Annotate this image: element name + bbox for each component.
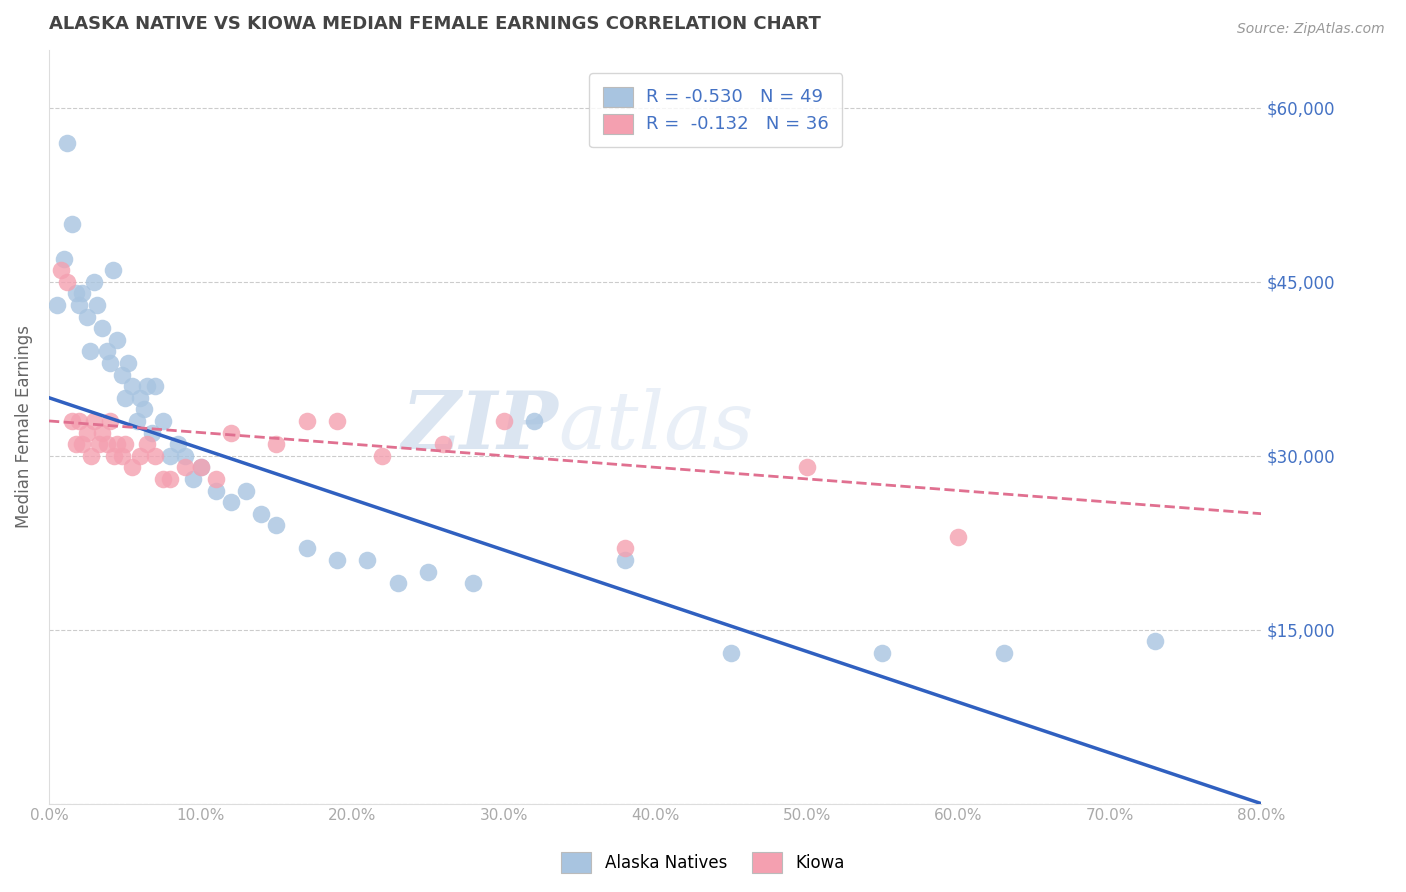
Point	[121, 379, 143, 393]
Point	[174, 460, 197, 475]
Point	[98, 356, 121, 370]
Point	[250, 507, 273, 521]
Point	[67, 298, 90, 312]
Point	[295, 541, 318, 556]
Point	[128, 449, 150, 463]
Point	[264, 437, 287, 451]
Point	[387, 576, 409, 591]
Point	[67, 414, 90, 428]
Point	[98, 414, 121, 428]
Point	[72, 286, 94, 301]
Point	[96, 437, 118, 451]
Point	[796, 460, 818, 475]
Point	[143, 449, 166, 463]
Point	[117, 356, 139, 370]
Point	[190, 460, 212, 475]
Point	[141, 425, 163, 440]
Point	[101, 263, 124, 277]
Point	[219, 425, 242, 440]
Point	[1144, 634, 1167, 648]
Point	[204, 472, 226, 486]
Point	[948, 530, 970, 544]
Point	[91, 425, 114, 440]
Point	[204, 483, 226, 498]
Point	[432, 437, 454, 451]
Point	[174, 449, 197, 463]
Point	[872, 646, 894, 660]
Point	[523, 414, 546, 428]
Point	[613, 553, 636, 567]
Point	[72, 437, 94, 451]
Point	[56, 275, 79, 289]
Point	[60, 217, 83, 231]
Legend: Alaska Natives, Kiowa: Alaska Natives, Kiowa	[554, 846, 852, 880]
Point	[83, 414, 105, 428]
Point	[356, 553, 378, 567]
Point	[83, 275, 105, 289]
Point	[128, 391, 150, 405]
Point	[65, 286, 87, 301]
Point	[86, 298, 108, 312]
Point	[326, 553, 349, 567]
Point	[114, 391, 136, 405]
Point	[114, 437, 136, 451]
Point	[49, 263, 72, 277]
Point	[416, 565, 439, 579]
Y-axis label: Median Female Earnings: Median Female Earnings	[15, 326, 32, 528]
Point	[91, 321, 114, 335]
Point	[76, 425, 98, 440]
Point	[60, 414, 83, 428]
Point	[79, 344, 101, 359]
Point	[87, 437, 110, 451]
Point	[105, 437, 128, 451]
Point	[166, 437, 188, 451]
Point	[111, 449, 134, 463]
Legend: R = -0.530   N = 49, R =  -0.132   N = 36: R = -0.530 N = 49, R = -0.132 N = 36	[589, 73, 842, 147]
Point	[152, 472, 174, 486]
Text: Source: ZipAtlas.com: Source: ZipAtlas.com	[1237, 22, 1385, 37]
Text: atlas: atlas	[558, 388, 754, 466]
Point	[80, 449, 103, 463]
Point	[134, 402, 156, 417]
Point	[492, 414, 515, 428]
Point	[159, 449, 181, 463]
Point	[613, 541, 636, 556]
Point	[76, 310, 98, 324]
Point	[159, 472, 181, 486]
Point	[235, 483, 257, 498]
Point	[295, 414, 318, 428]
Point	[105, 333, 128, 347]
Point	[121, 460, 143, 475]
Point	[152, 414, 174, 428]
Point	[136, 437, 159, 451]
Point	[463, 576, 485, 591]
Point	[326, 414, 349, 428]
Point	[219, 495, 242, 509]
Point	[103, 449, 125, 463]
Point	[136, 379, 159, 393]
Text: ZIP: ZIP	[401, 388, 558, 466]
Point	[264, 518, 287, 533]
Point	[720, 646, 742, 660]
Point	[96, 344, 118, 359]
Point	[190, 460, 212, 475]
Point	[45, 298, 67, 312]
Point	[111, 368, 134, 382]
Point	[53, 252, 76, 266]
Point	[371, 449, 394, 463]
Point	[65, 437, 87, 451]
Point	[56, 136, 79, 150]
Point	[993, 646, 1015, 660]
Point	[181, 472, 204, 486]
Point	[125, 414, 148, 428]
Text: ALASKA NATIVE VS KIOWA MEDIAN FEMALE EARNINGS CORRELATION CHART: ALASKA NATIVE VS KIOWA MEDIAN FEMALE EAR…	[49, 15, 821, 33]
Point	[143, 379, 166, 393]
